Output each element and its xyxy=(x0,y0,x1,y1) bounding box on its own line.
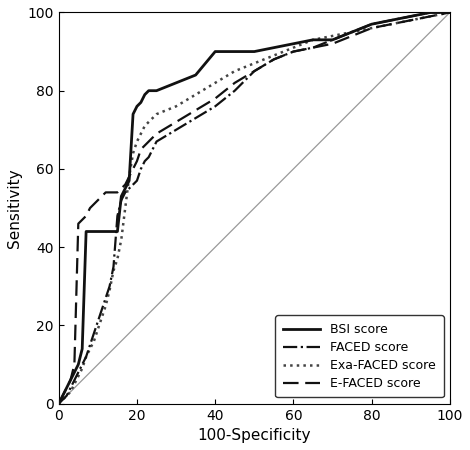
Y-axis label: Sensitivity: Sensitivity xyxy=(7,168,22,248)
Legend: BSI score, FACED score, Exa-FACED score, E-FACED score: BSI score, FACED score, Exa-FACED score,… xyxy=(275,315,444,397)
X-axis label: 100-Specificity: 100-Specificity xyxy=(197,428,311,443)
